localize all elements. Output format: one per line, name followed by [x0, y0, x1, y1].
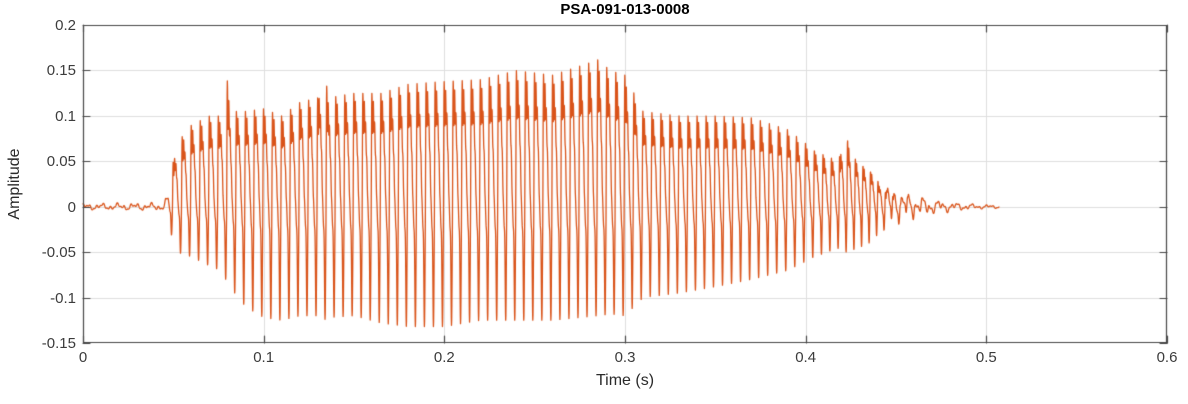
x-axis-label: Time (s): [595, 372, 655, 389]
x-tick-label: 0.3: [614, 349, 636, 366]
chart-title: PSA-091-013-0008: [560, 1, 690, 18]
x-tick-label: 0.6: [1156, 349, 1178, 366]
y-tick-label: 0.1: [55, 107, 76, 125]
y-tick-label: -0.1: [50, 289, 76, 307]
x-tick-label: 0.5: [975, 349, 997, 366]
y-tick-label: 0.2: [55, 17, 76, 34]
y-tick-label: -0.15: [41, 335, 76, 352]
x-tick-label: 0.2: [433, 349, 455, 366]
x-tick-label: 0: [78, 349, 88, 366]
y-tick-label: 0: [67, 198, 76, 216]
y-tick-label: -0.05: [41, 244, 76, 262]
y-tick-label: 0.05: [46, 153, 76, 171]
x-tick-label: 0.1: [253, 349, 275, 366]
x-tick-label: 0.4: [795, 349, 817, 366]
y-tick-label: 0.15: [46, 62, 76, 80]
